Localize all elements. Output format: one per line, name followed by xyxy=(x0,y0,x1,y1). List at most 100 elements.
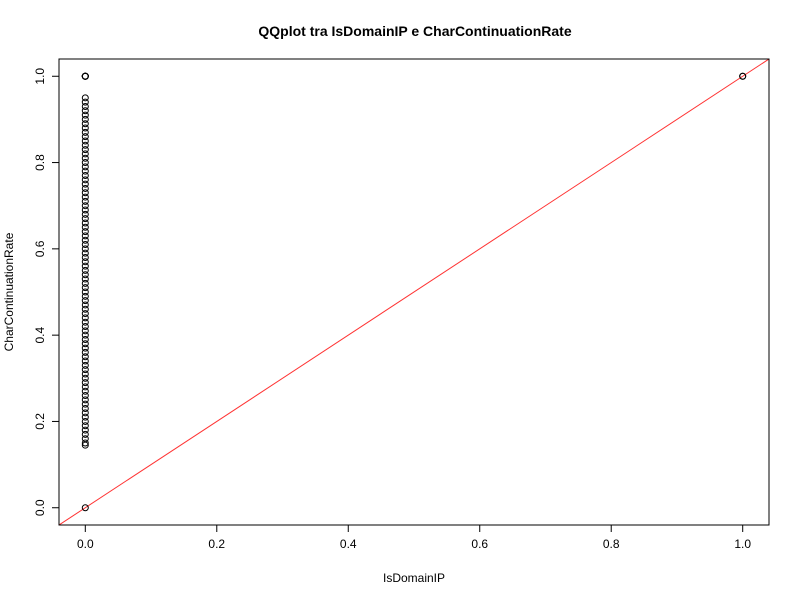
data-point xyxy=(81,297,89,305)
data-point xyxy=(81,504,89,512)
data-point xyxy=(81,180,89,188)
data-point xyxy=(81,245,89,253)
data-point xyxy=(81,301,89,309)
data-point xyxy=(81,163,89,171)
data-point xyxy=(81,379,89,387)
data-point xyxy=(81,141,89,149)
data-point xyxy=(81,241,89,249)
data-point xyxy=(81,396,89,404)
data-point xyxy=(81,266,89,274)
data-point xyxy=(81,318,89,326)
data-point xyxy=(81,107,89,115)
data-point xyxy=(81,193,89,201)
data-point xyxy=(81,197,89,205)
x-axis: 0.0 0.2 0.4 0.6 0.8 1.0 xyxy=(77,524,751,551)
y-tick-label: 1.0 xyxy=(33,68,47,85)
y-tick-label: 0.0 xyxy=(33,499,47,516)
data-point xyxy=(81,206,89,214)
data-point xyxy=(81,146,89,154)
x-axis-label: IsDomainIP xyxy=(383,571,445,585)
data-point xyxy=(81,392,89,400)
data-point xyxy=(81,331,89,339)
data-point xyxy=(81,430,89,438)
y-tick-label: 0.4 xyxy=(33,326,47,343)
data-point xyxy=(81,387,89,395)
data-point xyxy=(81,215,89,223)
data-point xyxy=(81,335,89,343)
data-point xyxy=(81,94,89,102)
y-axis-label: CharContinuationRate xyxy=(2,232,16,351)
y-tick-label: 0.6 xyxy=(33,240,47,257)
x-tick-label: 0.6 xyxy=(471,537,488,551)
data-point xyxy=(81,413,89,421)
data-point xyxy=(81,344,89,352)
data-point xyxy=(81,400,89,408)
data-point xyxy=(81,288,89,296)
data-point xyxy=(81,189,89,197)
data-point xyxy=(81,323,89,331)
data-point xyxy=(81,275,89,283)
data-point xyxy=(81,417,89,425)
data-point xyxy=(81,305,89,313)
x-tick-label: 0.0 xyxy=(77,537,94,551)
data-point xyxy=(81,150,89,158)
data-point xyxy=(81,279,89,287)
data-point xyxy=(81,167,89,175)
data-point xyxy=(81,353,89,361)
data-point xyxy=(81,154,89,162)
data-point xyxy=(739,72,747,80)
data-point xyxy=(81,219,89,227)
data-point xyxy=(81,228,89,236)
data-point xyxy=(81,435,89,443)
x-tick-label: 1.0 xyxy=(734,537,751,551)
data-point xyxy=(81,128,89,136)
data-point xyxy=(81,202,89,210)
data-point xyxy=(81,292,89,300)
data-point xyxy=(81,348,89,356)
data-point xyxy=(81,210,89,218)
data-point xyxy=(81,115,89,123)
y-tick-label: 0.2 xyxy=(33,413,47,430)
data-point xyxy=(81,176,89,184)
data-point xyxy=(81,236,89,244)
data-point xyxy=(81,405,89,412)
data-point xyxy=(81,284,89,292)
data-point xyxy=(81,120,89,128)
data-point xyxy=(81,124,89,132)
data-point xyxy=(81,232,89,240)
data-point xyxy=(81,383,89,391)
data-point xyxy=(81,258,89,266)
data-point xyxy=(81,340,89,348)
points-layer xyxy=(81,72,747,512)
x-tick-label: 0.4 xyxy=(340,537,357,551)
data-point xyxy=(81,361,89,369)
chart-title: QQplot tra IsDomainIP e CharContinuation… xyxy=(258,23,571,39)
data-point xyxy=(81,314,89,322)
y-axis: 0.0 0.2 0.4 0.6 0.8 1.0 xyxy=(33,68,60,516)
data-point xyxy=(81,409,89,417)
data-point xyxy=(81,133,89,141)
reference-line xyxy=(59,59,769,525)
data-point xyxy=(81,184,89,192)
x-tick-label: 0.2 xyxy=(208,537,225,551)
y-tick-label: 0.8 xyxy=(33,154,47,171)
data-point xyxy=(81,249,89,257)
data-point xyxy=(81,439,89,447)
data-point xyxy=(81,223,89,231)
data-point xyxy=(81,271,89,279)
data-point xyxy=(81,310,89,318)
data-point xyxy=(81,111,89,119)
data-point xyxy=(81,137,89,145)
data-point xyxy=(81,357,89,365)
data-point xyxy=(81,422,89,430)
data-point xyxy=(81,172,89,179)
data-point xyxy=(81,102,89,110)
data-point xyxy=(81,374,89,382)
data-point xyxy=(81,253,89,261)
data-point xyxy=(81,159,89,167)
data-point xyxy=(81,98,89,106)
data-point xyxy=(81,327,89,335)
data-point xyxy=(81,366,89,374)
x-tick-label: 0.8 xyxy=(603,537,620,551)
